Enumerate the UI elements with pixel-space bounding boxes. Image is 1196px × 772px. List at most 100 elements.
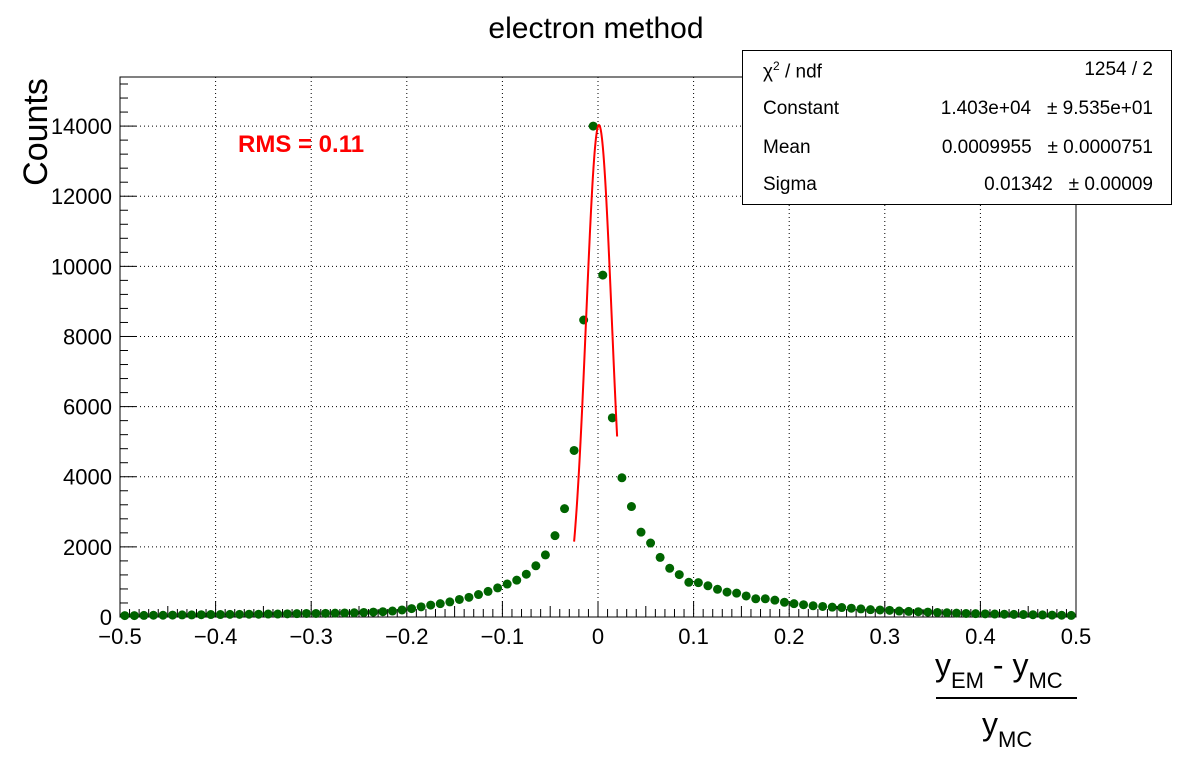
data-point xyxy=(378,607,388,617)
x-tick-label: 0.1 xyxy=(678,624,709,649)
data-point xyxy=(674,570,684,580)
data-point xyxy=(837,603,847,613)
data-point xyxy=(693,578,703,588)
rms-annotation: RMS = 0.11 xyxy=(238,131,364,158)
data-point xyxy=(980,609,990,619)
data-point xyxy=(435,599,445,609)
x-label-num-var2: y xyxy=(1012,647,1028,683)
data-point xyxy=(722,587,732,597)
chi-symbol: χ xyxy=(763,61,773,83)
data-point xyxy=(359,607,369,617)
data-point xyxy=(808,601,818,611)
data-point xyxy=(1018,610,1028,620)
data-point xyxy=(990,609,1000,619)
data-point xyxy=(235,609,244,619)
y-tick-label: 0 xyxy=(100,605,112,630)
data-point xyxy=(1047,610,1057,620)
data-point xyxy=(550,531,560,541)
data-point xyxy=(1038,610,1048,620)
data-point xyxy=(923,607,933,617)
y-tick-label: 14000 xyxy=(51,114,112,139)
data-point xyxy=(493,583,503,593)
constant-value: 1.403e+04 ± 9.535e+01 xyxy=(940,98,1153,119)
data-point xyxy=(770,595,780,605)
ndf-label: / ndf xyxy=(779,61,822,83)
data-point xyxy=(617,473,627,483)
data-point xyxy=(569,445,579,455)
data-point xyxy=(789,599,799,609)
data-point xyxy=(598,270,608,280)
data-point xyxy=(148,610,158,620)
data-point xyxy=(913,607,923,617)
data-point xyxy=(474,590,483,600)
data-point xyxy=(244,609,254,619)
data-point xyxy=(751,594,761,604)
x-label-num-minus: - xyxy=(984,647,1012,683)
stats-row-constant: Constant 1.403e+04 ± 9.535e+01 xyxy=(743,98,1171,128)
data-point xyxy=(971,609,981,619)
data-point xyxy=(120,611,130,621)
data-point xyxy=(760,594,770,604)
svg-text:yEM - yMC: yEM - yMC xyxy=(935,647,1063,693)
chi-superscript: 2 xyxy=(772,59,780,73)
sigma-label: Sigma xyxy=(763,174,817,195)
y-tick-label: 12000 xyxy=(51,184,112,209)
mean-value: 0.0009955 ± 0.0000751 xyxy=(941,137,1153,158)
data-point xyxy=(168,610,178,620)
x-tick-label: −0.3 xyxy=(289,624,332,649)
x-tick-label: 0.5 xyxy=(1061,624,1092,649)
data-point xyxy=(961,608,971,618)
data-point xyxy=(942,608,952,618)
stats-row-sigma: Sigma 0.01342 ± 0.00009 xyxy=(743,174,1171,204)
data-point xyxy=(932,607,942,617)
data-point xyxy=(187,610,197,620)
data-point xyxy=(846,603,856,613)
data-point xyxy=(1066,610,1076,620)
data-point xyxy=(865,605,875,615)
data-point xyxy=(254,609,264,619)
y-tick-label: 10000 xyxy=(51,254,112,279)
data-point xyxy=(1028,610,1038,620)
data-point xyxy=(407,604,417,614)
data-point xyxy=(588,121,598,131)
x-label-num-sub2: MC xyxy=(1028,668,1062,693)
data-point xyxy=(177,610,187,620)
data-point xyxy=(1009,609,1019,619)
data-point xyxy=(531,561,541,571)
data-point xyxy=(521,569,531,579)
data-point xyxy=(387,606,397,616)
data-point xyxy=(703,581,713,591)
data-point xyxy=(646,538,656,548)
chart-title: electron method xyxy=(488,12,703,45)
data-point xyxy=(885,605,895,615)
fit-curve xyxy=(573,123,619,542)
axis-ticks xyxy=(119,83,1077,618)
stats-row-chi2: χ2 / ndf 1254 / 2 xyxy=(743,59,1171,89)
data-point xyxy=(129,611,139,621)
y-tick-label: 2000 xyxy=(63,535,112,560)
mean-label: Mean xyxy=(763,137,811,158)
data-point xyxy=(416,602,426,612)
data-point xyxy=(349,608,359,618)
data-point xyxy=(206,610,216,620)
data-point xyxy=(301,608,311,618)
data-point xyxy=(626,502,636,512)
data-point xyxy=(540,550,550,560)
x-tick-label: 0 xyxy=(592,624,604,649)
data-point xyxy=(263,609,273,619)
data-point xyxy=(655,552,665,562)
x-tick-label: 0.2 xyxy=(774,624,805,649)
constant-label: Constant xyxy=(763,98,840,119)
data-point xyxy=(196,610,206,620)
x-label-num-var1: y xyxy=(935,647,951,683)
data-point xyxy=(502,579,512,589)
data-point xyxy=(779,597,789,607)
data-points xyxy=(120,121,1076,621)
data-point xyxy=(426,600,436,610)
x-tick-label: −0.2 xyxy=(385,624,428,649)
data-point xyxy=(827,602,837,612)
svg-text:yMC: yMC xyxy=(982,706,1032,752)
chi2-value: 1254 / 2 xyxy=(1084,59,1153,80)
data-point xyxy=(273,609,283,619)
data-point xyxy=(741,591,751,601)
